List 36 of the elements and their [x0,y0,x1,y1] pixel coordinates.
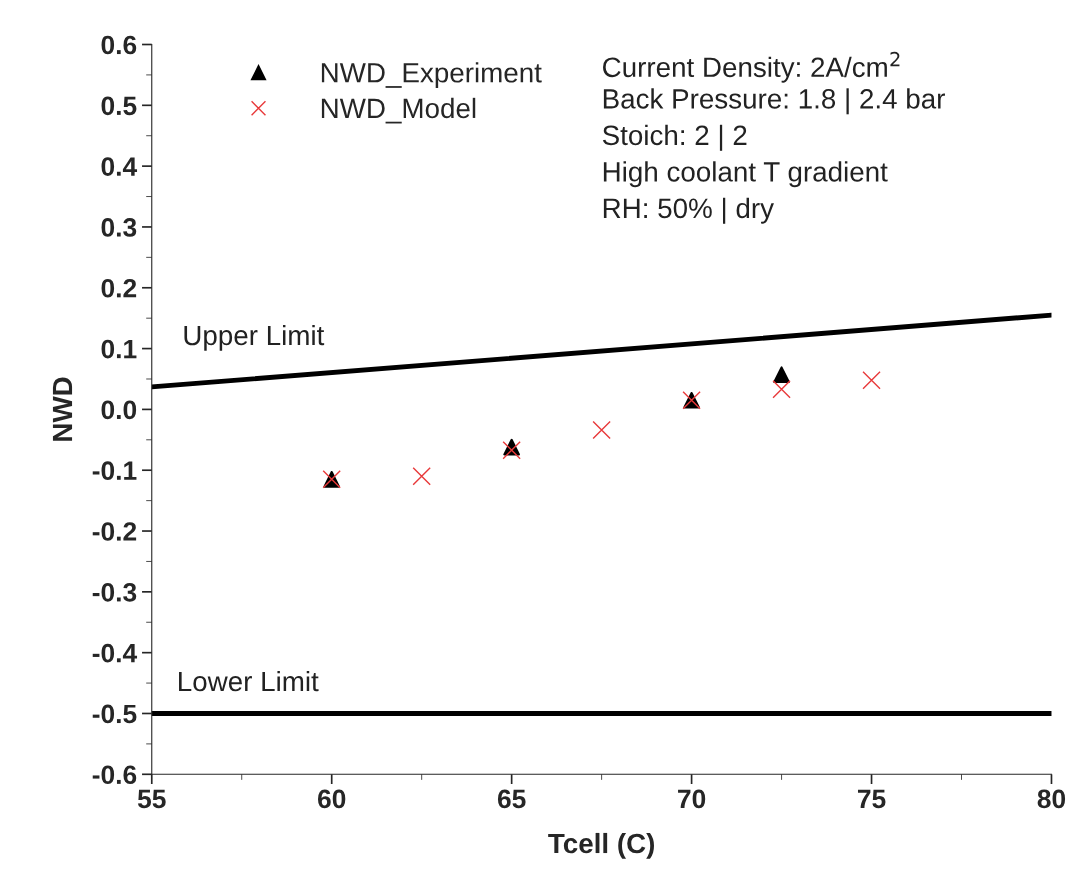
x-axis-title: Tcell (C) [548,832,655,859]
legend-label: NWD_Model [321,97,476,124]
y-tick-label: -0.4 [92,643,138,663]
y-tick-label: 0.2 [101,278,137,298]
point [502,440,521,460]
annotation: Current Density: 2A/cm$^{2}$ [603,51,900,83]
y-tick-label: 0.0 [101,400,137,420]
annotation: RH: 50% | dry [603,197,774,224]
annotation: Back Pressure: 1.8 | 2.4 bar [603,88,945,115]
y-tick-label: 0.1 [101,339,137,359]
y-tick-label: -0.3 [92,582,137,602]
point [862,371,881,390]
y-tick-label: -0.2 [92,522,137,541]
x-tick-label: 60 [317,789,346,809]
y-tick-label: -0.5 [92,704,137,724]
annotation: Stoich: 2 | 2 [602,124,747,151]
point [772,380,791,399]
x-tick-label: 75 [858,789,886,809]
legend-label: NWD_Experiment [321,62,542,89]
annotation: High coolant T gradient [603,161,888,188]
x-tick-label: 70 [678,789,706,809]
y-tick-label: 0.5 [101,96,137,116]
point [592,420,611,440]
y-axis-title: NWD [52,377,73,441]
point [773,366,790,384]
x-tick-label: 80 [1037,789,1066,809]
y-tick-label: 0.3 [101,218,137,237]
x-tick-label: 55 [137,789,166,809]
y-tick-label: 0.6 [101,35,137,55]
x-tick-label: 65 [497,789,526,809]
y-tick-label: 0.4 [101,157,138,176]
series-label: Upper Limit [184,324,325,351]
y-tick-label: -0.1 [92,461,137,481]
y-tick-label: -0.6 [92,765,137,785]
ref-line-label: Lower Limit [179,670,319,692]
point [412,467,431,486]
